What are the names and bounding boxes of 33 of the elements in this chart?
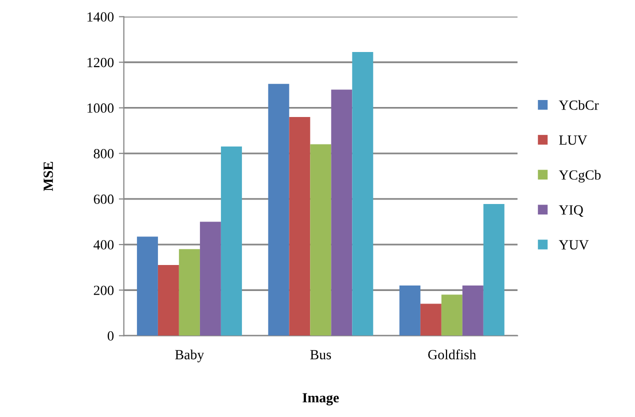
y-axis-title: MSE bbox=[44, 162, 53, 191]
x-tick-label: Baby bbox=[175, 350, 204, 362]
y-tick-label: 400 bbox=[94, 240, 114, 250]
bar bbox=[483, 204, 504, 336]
bar bbox=[399, 286, 420, 336]
y-tick-label: 200 bbox=[94, 286, 114, 296]
bar bbox=[420, 304, 442, 336]
y-tick-label: 1000 bbox=[88, 103, 114, 113]
bar bbox=[136, 236, 158, 336]
legend-label: LUV bbox=[559, 136, 588, 145]
bar bbox=[441, 294, 462, 336]
bar bbox=[462, 286, 484, 336]
bar bbox=[331, 90, 352, 336]
bar bbox=[178, 249, 200, 336]
x-tick-label: Bus bbox=[310, 350, 331, 360]
legend-label: YIQ bbox=[558, 205, 584, 217]
bar bbox=[310, 144, 332, 336]
bar bbox=[220, 146, 242, 336]
y-tick-label: 0 bbox=[108, 331, 114, 341]
bar bbox=[352, 52, 374, 336]
legend-label: YCgCb bbox=[558, 170, 601, 183]
x-tick-label: Goldfish bbox=[428, 349, 476, 360]
y-tick-label: 600 bbox=[94, 194, 114, 204]
bar bbox=[268, 84, 290, 336]
legend-label: YUV bbox=[558, 240, 589, 250]
legend-label: YCbCr bbox=[558, 100, 599, 110]
y-tick-label: 800 bbox=[94, 148, 114, 158]
bar bbox=[158, 265, 179, 336]
y-tick-label: 1400 bbox=[88, 12, 114, 22]
bar bbox=[289, 116, 310, 336]
y-tick-label: 1200 bbox=[88, 58, 114, 68]
bar bbox=[200, 222, 221, 336]
x-axis-title: Image bbox=[302, 393, 339, 406]
